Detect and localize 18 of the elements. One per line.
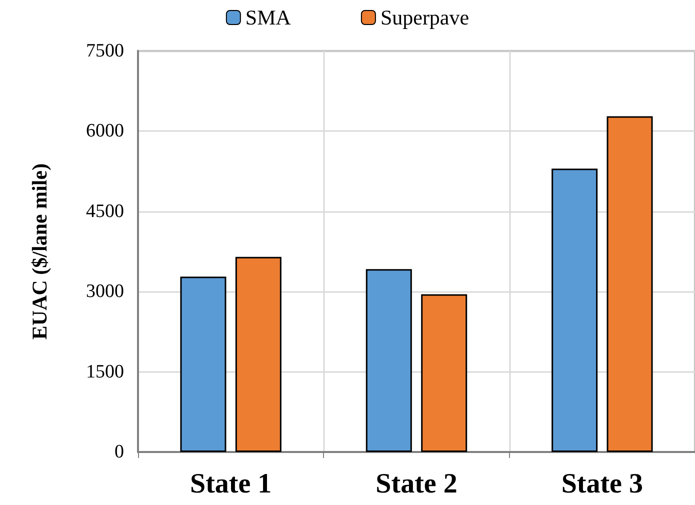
y-tick-label: 7500 xyxy=(86,40,124,62)
y-tick-label: 4500 xyxy=(86,200,124,222)
bar xyxy=(366,269,412,452)
y-axis-title: EUAC ($/lane mile) xyxy=(28,163,52,340)
legend-label: SMA xyxy=(245,6,292,30)
bar xyxy=(552,168,598,452)
bar xyxy=(421,294,468,452)
bar xyxy=(606,116,653,452)
bar xyxy=(180,276,226,452)
y-tick-label: 0 xyxy=(114,442,124,462)
legend-label: Superpave xyxy=(380,6,470,30)
x-tick-label: State 2 xyxy=(376,468,458,500)
x-tick-label: State 1 xyxy=(190,468,272,500)
y-tick-label: 1500 xyxy=(86,361,124,382)
y-tick-label: 6000 xyxy=(86,120,124,142)
bar xyxy=(235,256,282,452)
y-tick-label: 3000 xyxy=(86,281,124,302)
x-tick-label: State 3 xyxy=(561,468,643,500)
